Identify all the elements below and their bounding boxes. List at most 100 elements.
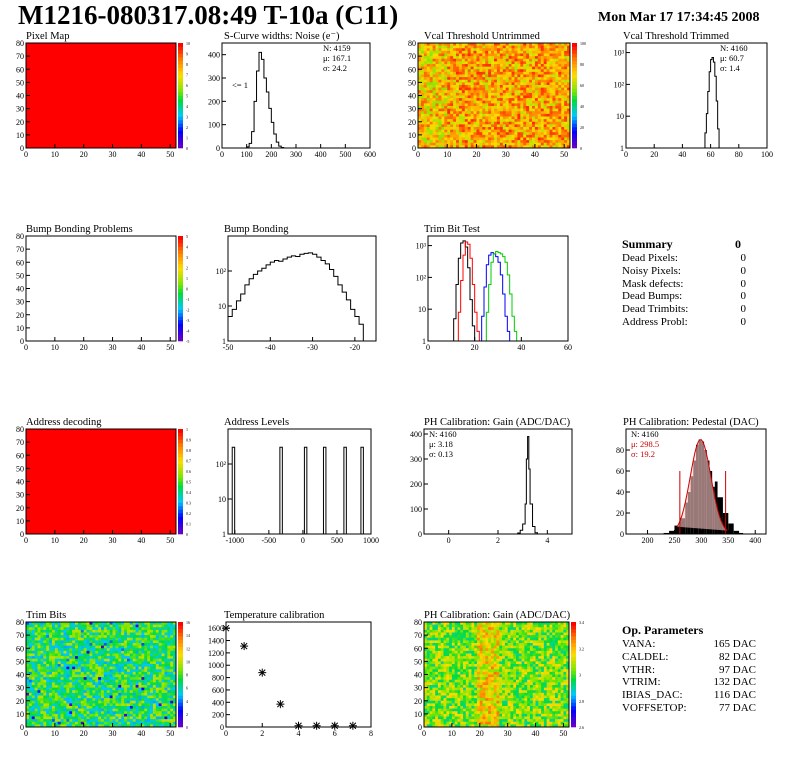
heatmap-cell [135,666,139,670]
heatmap-cell [485,103,489,107]
heatmap-cell [31,685,36,689]
heatmap-cell [467,103,472,107]
heatmap-cell [60,664,64,668]
heatmap-cell [167,650,171,654]
heatmap-cell [63,645,67,649]
heatmap-cell [152,635,157,639]
heatmap-cell [482,77,486,81]
heatmap-cell [109,692,113,696]
heatmap-cell [491,66,495,70]
heatmap-cell [537,92,542,96]
heatmap-cell [461,85,466,89]
heatmap-cell [152,716,157,720]
heatmap-cell [103,669,108,673]
heatmap-cell [508,132,512,136]
heatmap-cell [549,108,553,112]
heatmap-cell [502,137,507,141]
heatmap-cell [66,635,70,639]
panel-ph-gain: PH Calibration: Gain (ADC/DAC)0 2 40100200… [410,417,573,545]
heatmap-cell [461,87,466,91]
heatmap-cell [426,79,431,83]
x-tick-label: 40 [517,343,525,352]
heatmap-cell [40,677,44,681]
heatmap-cell [508,43,512,47]
heatmap-cell [161,650,165,654]
heatmap-cell [540,61,545,65]
heatmap-cell [561,79,565,83]
heatmap-cell [418,87,422,91]
color-scale-step [178,692,183,696]
heatmap-cell [138,724,142,728]
heatmap-cell [564,82,568,86]
heatmap-cell [132,690,137,694]
heatmap-cell [418,71,422,75]
heatmap-cell [26,679,30,683]
heatmap-cell [158,629,162,633]
heatmap-cell [51,692,56,696]
y-tick-label: 100 [208,121,220,130]
heatmap-cell [98,635,102,639]
heatmap-cell [513,622,517,626]
heatmap-cell [488,48,492,52]
heatmap-cell [57,661,62,665]
y-tick-label: 0 [20,530,24,539]
heatmap-cell [451,629,456,633]
heatmap-cell [112,711,116,715]
heatmap-cell [54,650,59,654]
heatmap-cell [37,671,41,675]
heatmap-cell [40,695,44,699]
heatmap-cell [158,713,162,717]
heatmap-cell [112,664,116,668]
heatmap-cell [464,92,469,96]
heatmap-cell [552,113,556,117]
heatmap-cell [496,82,501,86]
color-scale-step [178,502,183,507]
heatmap-cell [161,721,165,725]
heatmap-cell [470,116,474,120]
color-scale-step [178,520,183,524]
color-scale-step [178,657,183,661]
heatmap-cell [115,648,119,652]
heatmap-cell [89,637,93,641]
heatmap-cell [546,64,550,68]
heatmap-cell [447,119,451,123]
heatmap-cell [63,721,67,725]
color-scale-step [178,288,183,293]
heatmap-cell [485,132,489,136]
heatmap-cell [532,53,536,57]
heatmap-cell [426,50,431,54]
heatmap-cell [511,100,515,104]
heatmap-cell [555,56,559,60]
heatmap-cell [112,648,116,652]
heatmap-cell [106,643,111,647]
heatmap-cell [132,643,137,647]
heatmap-cell [26,653,30,657]
heatmap-cell [115,690,119,694]
heatmap-cell [473,140,477,144]
heatmap-cell [567,48,571,52]
heatmap-cell [429,119,434,123]
heatmap-cell [98,648,102,652]
heatmap-cell [161,706,165,710]
heatmap-cell [150,661,154,665]
heatmap-cell [37,648,41,652]
heatmap-cell [461,56,466,60]
heatmap-cell [63,716,67,720]
heatmap-cell [482,69,486,73]
heatmap-cell [508,113,512,117]
z-tick-label: 2 [186,125,188,130]
heatmap-cell [57,658,62,662]
heatmap-cell [558,134,562,138]
heatmap-cell [543,124,548,128]
heatmap-cell [552,61,556,65]
color-scale-step [178,271,183,275]
heatmap-cell [63,643,67,647]
heatmap-cell [158,695,162,699]
heatmap-cell [558,108,562,112]
heatmap-cell [435,129,439,133]
heatmap-cell [508,66,512,70]
heatmap-cell [92,656,96,660]
heatmap-cell [161,661,165,665]
heatmap-cell [170,687,174,691]
heatmap-cell [508,129,512,133]
